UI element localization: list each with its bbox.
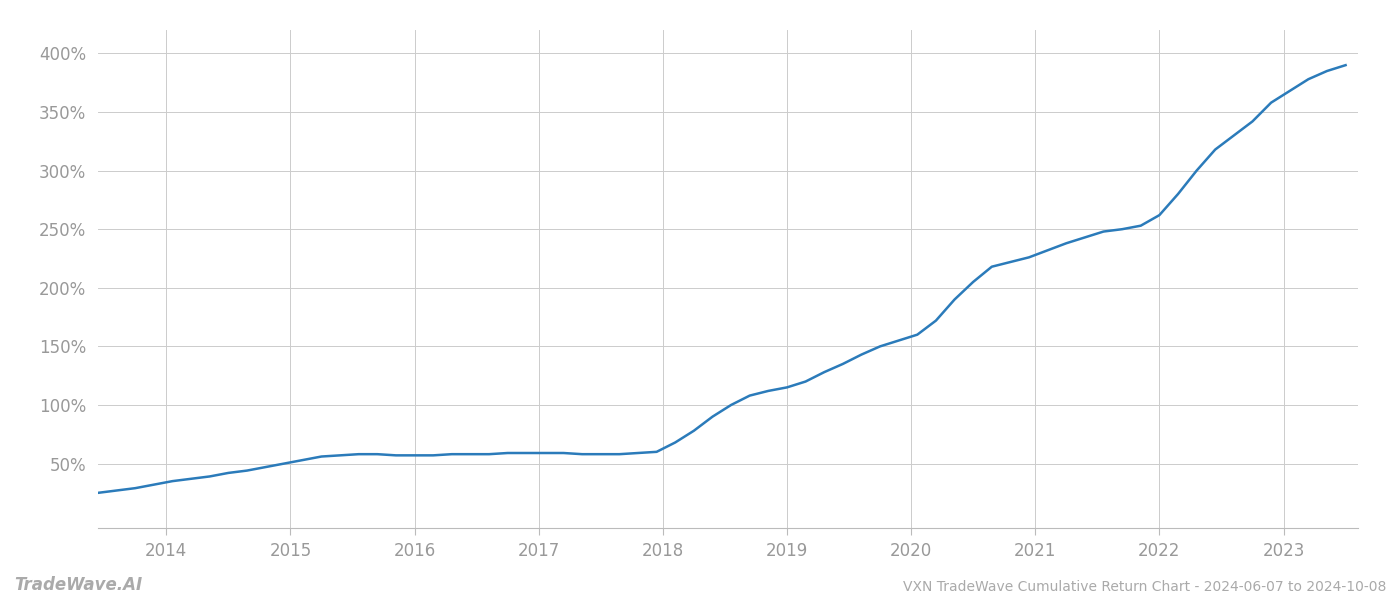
Text: VXN TradeWave Cumulative Return Chart - 2024-06-07 to 2024-10-08: VXN TradeWave Cumulative Return Chart - … <box>903 580 1386 594</box>
Text: TradeWave.AI: TradeWave.AI <box>14 576 143 594</box>
